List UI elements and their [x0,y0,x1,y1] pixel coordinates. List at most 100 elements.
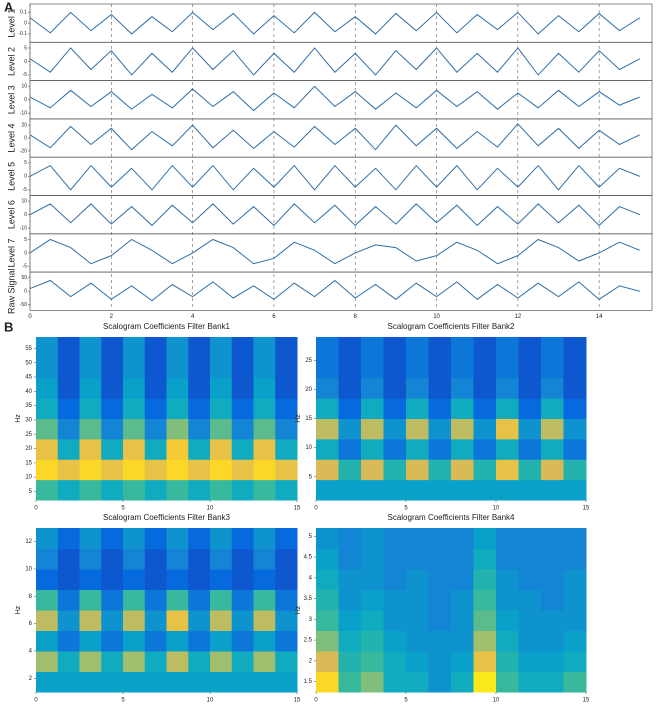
heatmap-cell [57,548,80,570]
x-tick-label: 10 [207,698,214,704]
x-tick-label: 0 [314,698,318,704]
heatmap-cell [57,528,80,549]
heatmap-cell [253,337,276,358]
heatmap-cell [275,418,298,440]
heatmap-cell [57,337,80,358]
plot-frame [29,195,653,235]
heatmap-cell [451,377,474,399]
heatmap-cell [253,377,276,399]
heatmap-cell [563,357,587,379]
heatmap-cell [473,630,497,652]
heatmap-cell [36,398,59,419]
heatmap-cell [79,528,102,549]
heatmap-cell [210,528,233,549]
heatmap-cell [496,548,519,570]
heatmap-cell [210,569,233,590]
signal-trace [29,47,641,76]
heatmap-cell [210,357,233,379]
heatmap-cell [57,357,80,379]
heatmap-cell [518,630,542,652]
heatmap-cell [361,671,384,693]
heatmap-cell [518,398,542,419]
x-tick-label: 4 [191,314,195,320]
heatmap-cell [123,671,146,693]
y-tick-label: 15 [25,460,32,466]
heatmap-cell [541,548,564,570]
heatmap-cell [451,651,474,672]
heatmap-cell [253,569,276,590]
heatmap-cell [231,589,254,611]
heatmap-cell [101,610,124,631]
signal-trace [29,11,641,35]
heatmap-cell [123,569,146,590]
heatmap-cell [518,671,542,693]
heatmap-cell [473,479,497,501]
heatmap-cell [316,569,339,590]
heatmap-cell [496,418,519,440]
x-tick-label: 10 [433,314,440,320]
heatmap-cell [36,438,59,460]
heatmap-cell [473,337,497,358]
y-tick-label: 0 [24,289,27,295]
heatmap-cell [406,377,429,399]
heatmap-cell [563,377,587,399]
heatmap-cell [496,398,519,419]
heatmap-cell [101,377,124,399]
y-tick-label: 25 [305,358,312,364]
heatmap-cell [316,528,339,549]
x-tick-label: 6 [272,314,276,320]
heatmap-cell [383,528,407,549]
heatmap-cell [253,357,276,379]
y-tick-label: 50 [21,275,27,281]
heatmap-cell [451,357,474,379]
heatmap-cell [188,418,211,440]
plot-frame [29,41,653,81]
heatmap-cell [428,651,452,672]
heatmap-cell [518,610,542,631]
heatmap-cell [210,548,233,570]
heatmap-cell [338,438,362,460]
heatmap-cell [473,357,497,379]
heatmap-cell [473,569,497,590]
y-tick-label: 50 [25,360,32,366]
heatmap-cell [428,418,452,440]
heatmap-cell [406,671,429,693]
heatmap-cell [563,630,587,652]
heatmap-cell [166,398,189,419]
heatmap-cell [496,438,519,460]
row-label: Level 5 [6,162,16,191]
y-tick-label: 0 [24,212,27,218]
heatmap-cell [36,548,59,570]
heatmap-cell [428,671,452,693]
heatmap-cell [473,398,497,419]
heatmap-cell [563,528,587,549]
heatmap-cell [188,671,211,693]
x-tick-label: 15 [294,698,301,704]
heatmap-cell [144,528,167,549]
plot-frame [29,118,653,158]
heatmap-cell [518,651,542,672]
y-tick-label: 2.5 [304,638,313,644]
x-tick-label: 10 [207,506,214,512]
heatmap-cell [144,418,167,440]
heatmap-cell [563,569,587,590]
heatmap-cell [210,438,233,460]
heatmap-cell [406,357,429,379]
heatmap-cell [166,651,189,672]
heatmap-cell [406,479,429,501]
heatmap-cell [275,337,298,358]
heatmap-cell [316,438,339,460]
y-tick-label: 10 [305,445,312,451]
heatmap-cell [79,438,102,460]
y-tick-label: 5 [29,489,33,495]
row-label: Level 3 [6,85,16,114]
y-tick-label: 40 [25,389,32,395]
heatmap-cell [316,337,339,358]
heatmap-cell [166,418,189,440]
y-tick-label: 10 [21,84,27,90]
heatmap-cell [383,377,407,399]
x-tick-label: 10 [493,698,500,704]
heatmap-cell [338,569,362,590]
heatmap-cell [231,377,254,399]
heatmap-cell [406,630,429,652]
